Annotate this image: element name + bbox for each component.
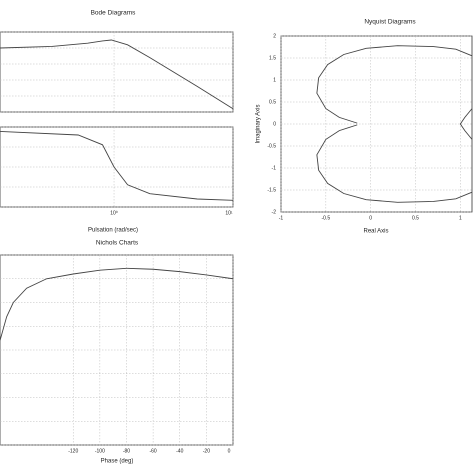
x-axis-label: Phase (deg) (101, 459, 134, 465)
plot-area (0, 31, 234, 113)
x-tick-label: 0.5 (412, 215, 419, 221)
y-tick-label: 2 (273, 33, 276, 39)
x-tick-label: -0.5 (322, 215, 331, 221)
y-tick-label: -0.5 (267, 143, 276, 149)
plot-area (0, 126, 234, 208)
data-line (316, 45, 473, 203)
y-tick-label: 0 (273, 121, 276, 127)
x-tick-label: 0 (369, 215, 372, 221)
data-line (0, 130, 234, 201)
y-tick-label: 0.5 (269, 99, 276, 105)
chart-title: Bode Diagrams (91, 10, 137, 17)
x-tick-label: 0 (228, 448, 231, 454)
x-tick-label: -80 (123, 448, 130, 454)
x-tick-label: -120 (68, 448, 78, 454)
chart-title: Nichols Charts (96, 240, 139, 247)
y-tick-label: -2 (272, 209, 277, 215)
x-tick-label: -100 (95, 448, 105, 454)
x-tick-label: -1 (279, 215, 284, 221)
x-axis-label: Real Axis (363, 229, 388, 235)
y-tick-label: 1.5 (269, 55, 276, 61)
x-tick-label: -20 (203, 448, 210, 454)
x-tick-label: -60 (149, 448, 156, 454)
y-tick-label: -1 (272, 165, 277, 171)
x-axis-label: Pulsation (rad/sec) (88, 228, 138, 234)
plot-area (0, 254, 234, 446)
y-tick-label: 1 (273, 77, 276, 83)
x-tick-label: 10¹ (225, 210, 233, 216)
data-line (0, 267, 234, 341)
data-line (0, 39, 234, 110)
x-tick-label: -40 (176, 448, 183, 454)
y-axis-label: Imaginary Axis (256, 104, 262, 143)
x-tick-label: 10⁰ (110, 210, 118, 216)
y-tick-label: -1.5 (267, 187, 276, 193)
chart-title: Nyquist Diagrams (364, 19, 416, 26)
x-tick-label: 1 (459, 215, 462, 221)
